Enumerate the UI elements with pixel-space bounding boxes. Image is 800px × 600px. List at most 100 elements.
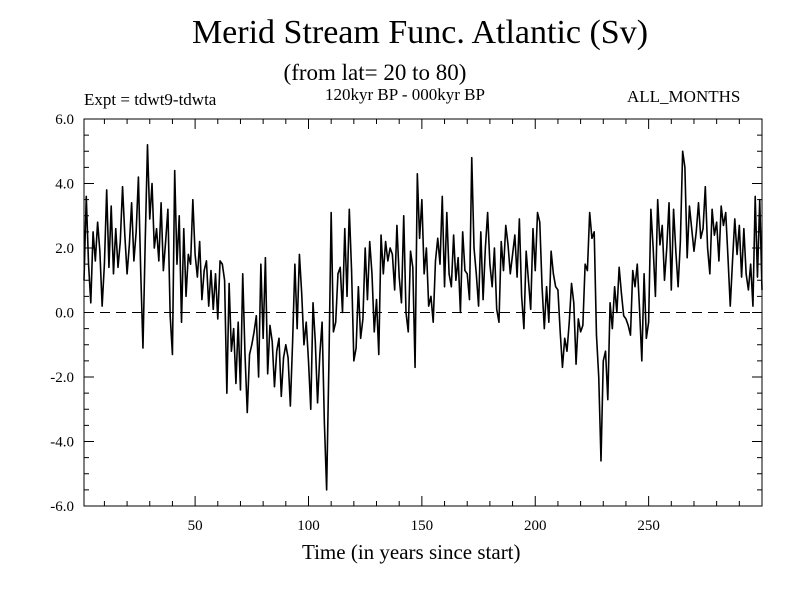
data-point	[634, 286, 636, 288]
data-point	[657, 199, 659, 201]
data-point	[568, 321, 570, 323]
data-point	[675, 250, 677, 252]
data-point	[167, 208, 169, 210]
data-point	[394, 289, 396, 291]
data-point	[482, 299, 484, 301]
data-point	[187, 253, 189, 256]
data-point	[203, 269, 205, 272]
data-point	[330, 211, 332, 214]
data-point	[468, 299, 471, 301]
data-point	[360, 337, 362, 339]
x-tick-label: 150	[411, 518, 434, 534]
data-point	[146, 144, 149, 146]
data-point	[586, 269, 588, 272]
data-point	[103, 263, 106, 265]
data-point	[437, 237, 439, 239]
data-point	[412, 266, 414, 268]
data-point	[432, 321, 434, 323]
data-point	[706, 247, 709, 249]
data-point	[473, 247, 475, 249]
data-point	[527, 279, 530, 281]
data-point	[414, 366, 416, 368]
data-point	[609, 302, 611, 304]
data-point	[516, 276, 518, 278]
data-point	[264, 257, 267, 259]
data-point	[282, 357, 285, 359]
data-point	[632, 269, 634, 272]
data-point	[115, 228, 117, 230]
data-point	[643, 273, 645, 275]
data-point	[761, 289, 763, 291]
data-point	[174, 170, 176, 172]
data-point	[677, 286, 679, 288]
data-point	[536, 211, 539, 214]
data-point	[464, 269, 466, 272]
data-point	[711, 208, 713, 210]
data-point	[335, 321, 337, 323]
data-point	[344, 228, 346, 230]
data-point	[337, 273, 339, 275]
data-point	[239, 389, 242, 391]
data-point	[94, 260, 96, 262]
data-point	[598, 376, 600, 378]
data-point	[670, 289, 672, 291]
data-point	[718, 260, 720, 262]
data-point	[396, 224, 398, 227]
data-point	[545, 286, 548, 288]
data-point	[405, 311, 407, 314]
data-point	[650, 208, 652, 210]
data-point	[759, 199, 761, 201]
data-point	[496, 308, 498, 310]
data-point	[611, 328, 613, 330]
data-point	[579, 331, 582, 333]
y-tick-label: 6.0	[55, 112, 74, 128]
data-point	[740, 276, 743, 278]
data-point	[487, 211, 489, 214]
y-tick-label: 4.0	[55, 177, 74, 193]
data-point	[641, 360, 643, 362]
x-tick-label: 50	[188, 518, 203, 534]
data-point	[92, 231, 94, 233]
data-point	[151, 182, 153, 185]
data-point	[663, 279, 666, 281]
data-point	[205, 260, 208, 262]
data-point	[509, 273, 511, 275]
data-point	[183, 228, 185, 230]
y-tick-label: -4.0	[50, 435, 74, 451]
y-tick-label: 2.0	[55, 241, 74, 257]
data-point	[443, 286, 446, 288]
data-point	[380, 234, 382, 236]
data-point	[303, 344, 305, 346]
data-point	[185, 295, 187, 297]
data-point	[672, 208, 675, 210]
data-point	[552, 273, 554, 275]
chart-subtitle: (from lat= 20 to 80)	[283, 60, 467, 85]
data-point	[323, 421, 325, 423]
y-tick-label: -2.0	[50, 370, 74, 386]
data-point	[695, 231, 697, 233]
data-point	[180, 321, 183, 323]
data-point	[210, 269, 212, 272]
x-tick-label: 200	[524, 518, 547, 534]
data-point	[607, 398, 609, 401]
data-point	[441, 195, 443, 197]
data-point	[126, 273, 128, 275]
data-point	[90, 302, 92, 304]
data-point	[648, 321, 650, 323]
data-point	[682, 150, 684, 152]
data-point	[589, 211, 591, 214]
data-point	[462, 231, 464, 233]
data-point	[83, 279, 85, 281]
data-point	[375, 299, 378, 301]
data-point	[686, 257, 688, 259]
data-point	[362, 318, 364, 320]
data-point	[192, 199, 194, 201]
data-point	[87, 263, 90, 265]
data-point	[532, 228, 534, 230]
data-point	[373, 331, 375, 333]
data-point	[713, 234, 715, 236]
data-point	[353, 360, 355, 362]
data-point	[439, 263, 441, 265]
experiment-label: Expt = tdwt9-tdwta	[84, 90, 217, 109]
